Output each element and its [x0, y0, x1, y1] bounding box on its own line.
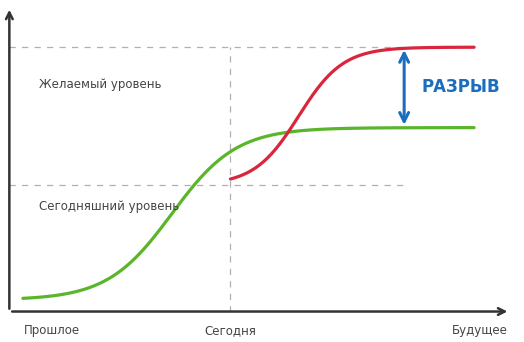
Text: Прошлое: Прошлое [25, 324, 81, 337]
Text: РАЗРЫВ: РАЗРЫВ [422, 78, 500, 96]
Text: Сегодня: Сегодня [204, 324, 256, 337]
Text: Сегодняшний уровень: Сегодняшний уровень [39, 200, 180, 213]
Text: Желаемый уровень: Желаемый уровень [39, 78, 162, 91]
Text: Будущее: Будущее [452, 324, 508, 337]
